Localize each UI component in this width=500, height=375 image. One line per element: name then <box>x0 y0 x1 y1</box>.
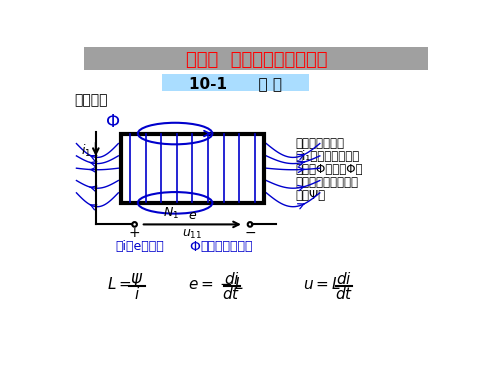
Text: $di$: $di$ <box>336 271 351 287</box>
Text: $\Phi$: $\Phi$ <box>106 113 120 131</box>
Text: 符合右手定则时: 符合右手定则时 <box>200 240 253 253</box>
Bar <box>120 134 264 203</box>
Text: $e=-L$: $e=-L$ <box>188 276 244 292</box>
Text: $i_1$: $i_1$ <box>82 143 92 159</box>
Text: 10-1      互 感: 10-1 互 感 <box>189 76 282 91</box>
Text: $u=L$: $u=L$ <box>303 276 341 292</box>
Text: $\psi$: $\psi$ <box>130 271 143 289</box>
Text: −: − <box>244 226 256 240</box>
Text: $u_{11}$: $u_{11}$ <box>182 228 203 241</box>
Text: $dt$: $dt$ <box>222 286 240 302</box>
Text: $e$: $e$ <box>188 210 197 222</box>
Text: 当i、e方向与: 当i、e方向与 <box>115 240 164 253</box>
Text: 一、自感: 一、自感 <box>74 93 108 108</box>
Text: 链为Ψ。: 链为Ψ。 <box>295 189 325 202</box>
Bar <box>162 74 309 91</box>
Text: 过线圈产生自感磁通: 过线圈产生自感磁通 <box>295 176 358 189</box>
Text: $N_1$: $N_1$ <box>163 206 180 221</box>
Text: $\Phi$: $\Phi$ <box>189 240 201 254</box>
Text: $di$: $di$ <box>224 271 240 287</box>
Text: 当线圈中通入电: 当线圈中通入电 <box>295 137 344 150</box>
Text: 流i₁时，在线圈中产: 流i₁时，在线圈中产 <box>295 150 359 163</box>
Bar <box>84 47 428 70</box>
Text: $i$: $i$ <box>134 286 140 302</box>
Text: 第十章  含有耦合电感的电路: 第十章 含有耦合电感的电路 <box>186 51 327 69</box>
Text: +: + <box>129 226 140 240</box>
Text: $L=$: $L=$ <box>108 276 132 292</box>
Text: 生磁通Φ，磁通Φ穿: 生磁通Φ，磁通Φ穿 <box>295 163 362 176</box>
Text: $dt$: $dt$ <box>335 286 353 302</box>
